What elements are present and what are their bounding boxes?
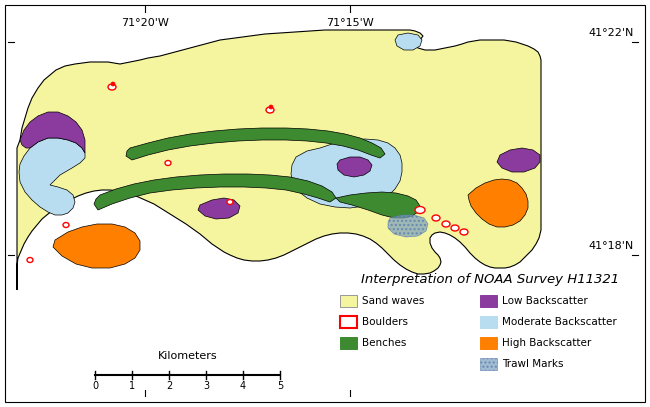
Ellipse shape	[460, 229, 468, 235]
Polygon shape	[19, 138, 85, 215]
Text: Sand waves: Sand waves	[362, 296, 424, 306]
Ellipse shape	[415, 206, 425, 214]
Polygon shape	[94, 174, 336, 210]
Text: 41°18'N: 41°18'N	[589, 241, 634, 251]
Ellipse shape	[108, 84, 116, 90]
Text: 71°20'W: 71°20'W	[121, 18, 169, 28]
Bar	[340, 337, 357, 349]
Ellipse shape	[266, 107, 274, 113]
Text: Trawl Marks: Trawl Marks	[502, 359, 564, 369]
Polygon shape	[17, 30, 541, 290]
Polygon shape	[20, 112, 85, 153]
Bar	[480, 337, 497, 349]
Text: High Backscatter: High Backscatter	[502, 338, 592, 348]
Polygon shape	[291, 139, 402, 208]
Text: 71°15'W: 71°15'W	[326, 18, 374, 28]
Bar	[480, 358, 497, 370]
Polygon shape	[337, 157, 372, 177]
Text: Interpretation of NOAA Survey H11321: Interpretation of NOAA Survey H11321	[361, 273, 619, 286]
Bar	[340, 295, 357, 307]
Text: 41°22'N: 41°22'N	[589, 28, 634, 38]
Bar	[480, 316, 497, 328]
Polygon shape	[468, 179, 528, 227]
Ellipse shape	[27, 258, 33, 263]
Polygon shape	[497, 148, 540, 172]
Polygon shape	[126, 128, 385, 160]
Polygon shape	[388, 215, 428, 237]
Ellipse shape	[451, 225, 459, 231]
Polygon shape	[395, 33, 422, 50]
Polygon shape	[198, 198, 240, 219]
Text: 5: 5	[277, 381, 283, 391]
Ellipse shape	[227, 199, 233, 204]
Ellipse shape	[442, 221, 450, 227]
Text: 2: 2	[166, 381, 172, 391]
Circle shape	[269, 105, 273, 109]
Text: 4: 4	[240, 381, 246, 391]
Text: 3: 3	[203, 381, 209, 391]
Text: Kilometers: Kilometers	[158, 351, 217, 361]
Circle shape	[111, 82, 115, 86]
Polygon shape	[336, 192, 420, 218]
Bar	[480, 295, 497, 307]
Text: Boulders: Boulders	[362, 317, 408, 327]
Text: Low Backscatter: Low Backscatter	[502, 296, 588, 306]
Polygon shape	[53, 224, 140, 268]
Ellipse shape	[165, 160, 171, 166]
Ellipse shape	[63, 223, 69, 228]
Ellipse shape	[432, 215, 440, 221]
Bar	[340, 316, 357, 328]
Text: 1: 1	[129, 381, 135, 391]
Text: Benches: Benches	[362, 338, 406, 348]
Text: Moderate Backscatter: Moderate Backscatter	[502, 317, 617, 327]
Text: 0: 0	[92, 381, 98, 391]
